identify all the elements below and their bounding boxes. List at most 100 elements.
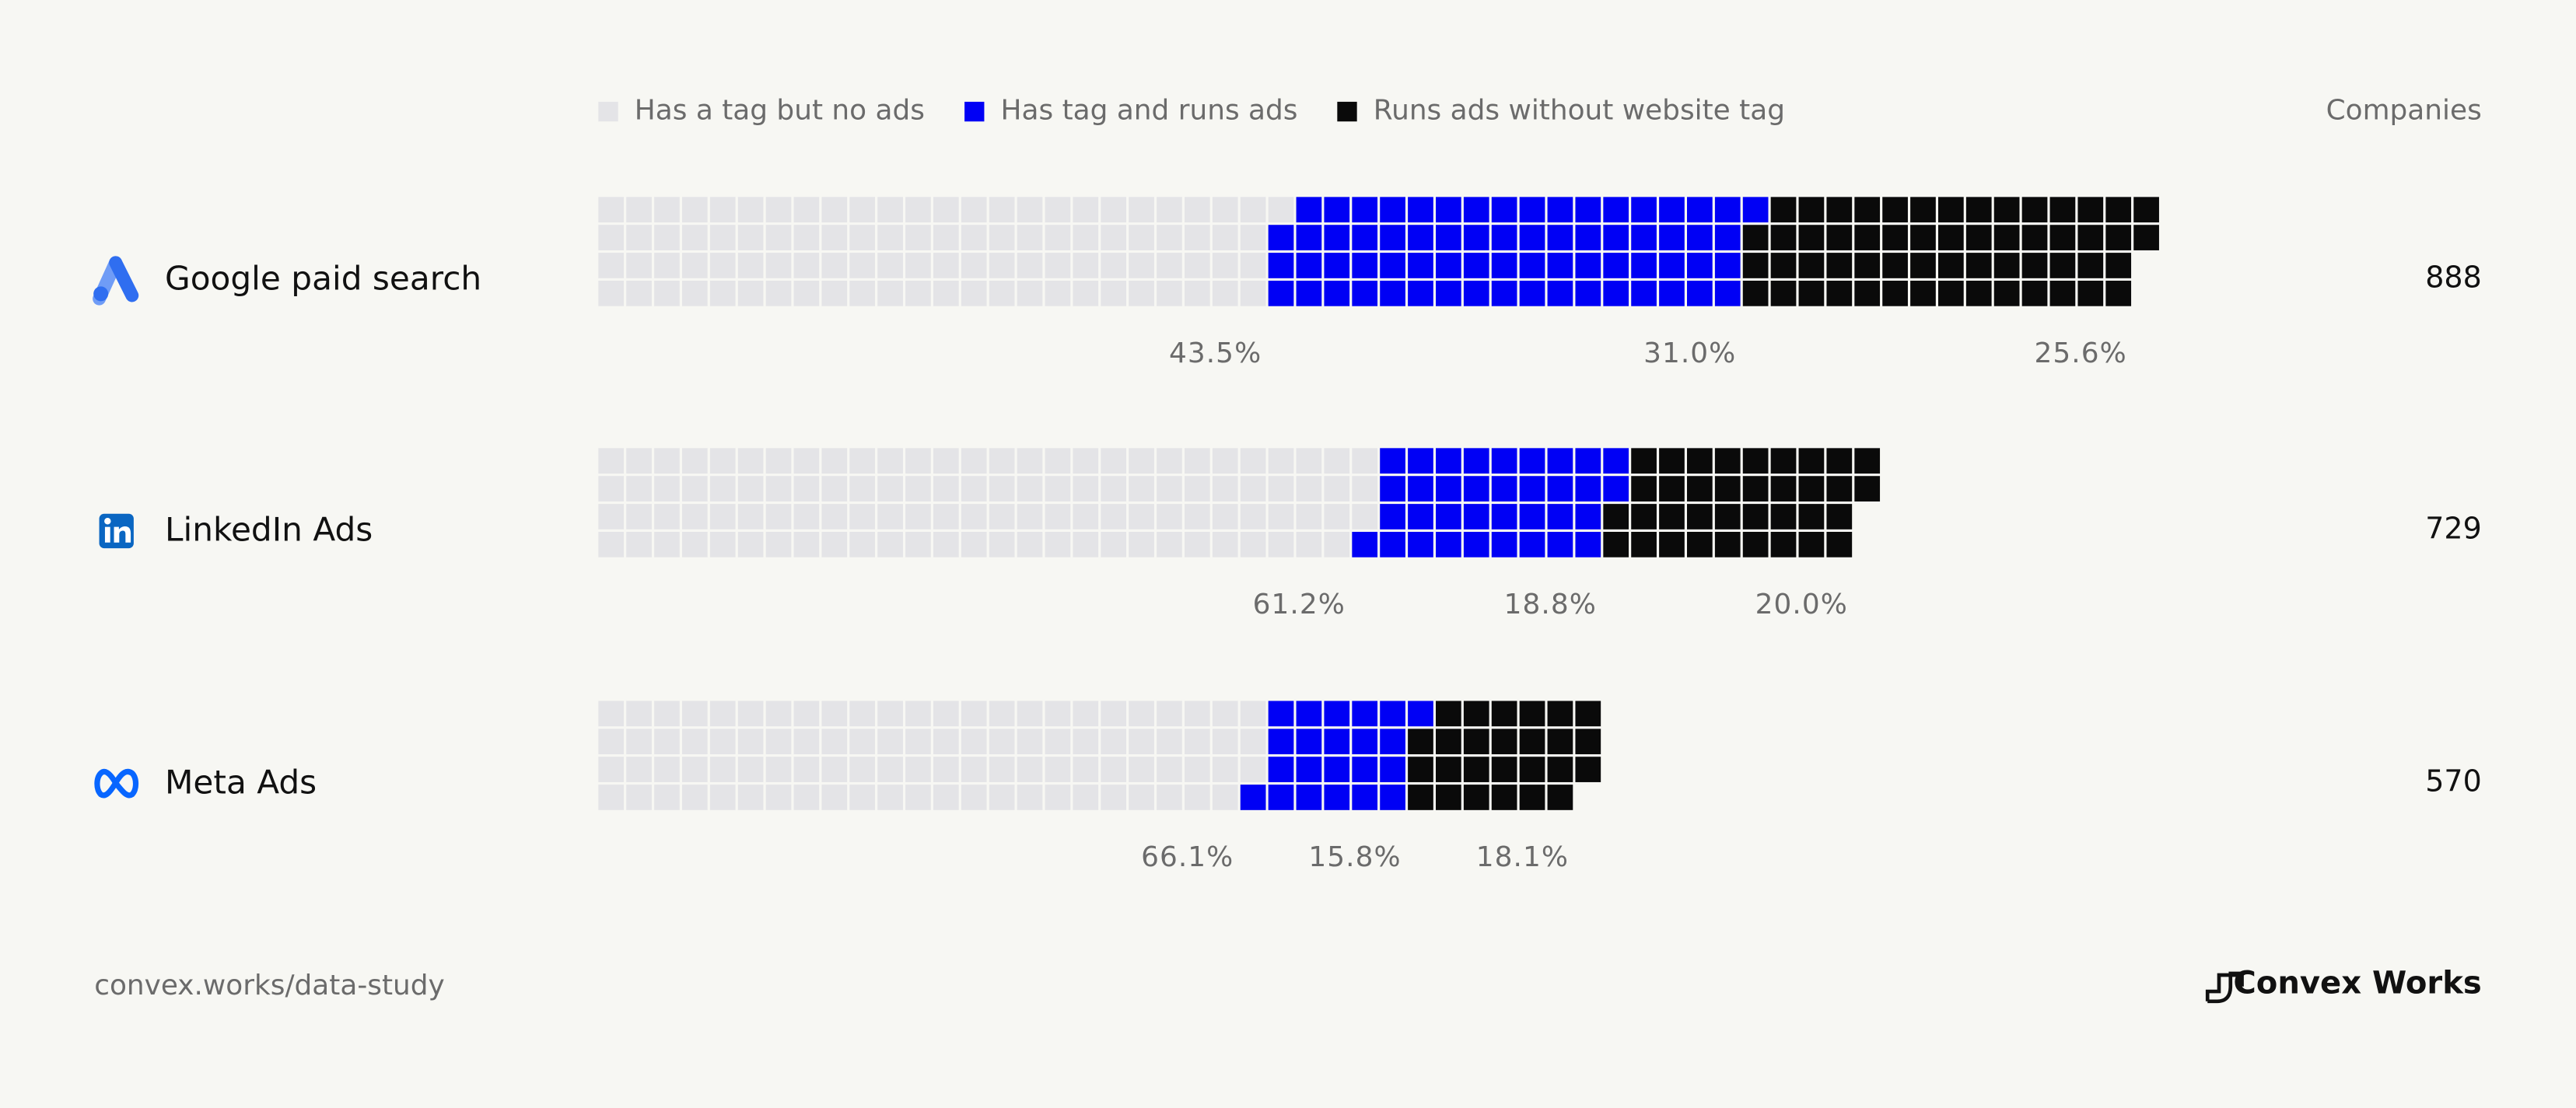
waffle-cell <box>1352 281 1378 306</box>
waffle-cell <box>1268 253 1294 278</box>
waffle-cell <box>1938 253 1964 278</box>
waffle-cell <box>849 701 876 727</box>
waffle-cell <box>933 225 959 250</box>
waffle-cell <box>1352 225 1378 250</box>
waffle-cell <box>709 225 736 250</box>
waffle-cell <box>1157 225 1182 250</box>
waffle-cell <box>1240 281 1266 306</box>
waffle-cell <box>1129 701 1154 727</box>
waffle-cell <box>1742 476 1769 502</box>
waffle-cell <box>1659 197 1685 223</box>
waffle-cell <box>1463 729 1489 755</box>
waffle-cell <box>1352 476 1378 502</box>
waffle-cell <box>654 757 680 782</box>
waffle-cell <box>1631 532 1657 557</box>
waffle-cell <box>1185 197 1210 223</box>
waffle-cell <box>1714 504 1741 530</box>
waffle-cell <box>1519 281 1545 306</box>
waffle-cell <box>877 532 903 557</box>
waffle-cell <box>961 532 987 557</box>
waffle-cell <box>1352 253 1378 278</box>
waffle-cell <box>1352 757 1378 782</box>
waffle-cell <box>933 757 959 782</box>
waffle-cell <box>961 281 987 306</box>
waffle-cell <box>961 701 987 727</box>
waffle-cell <box>793 785 820 810</box>
waffle-cell <box>793 448 820 474</box>
waffle-cell <box>1296 253 1322 278</box>
waffle-cell <box>654 253 680 278</box>
waffle-cell <box>1296 701 1322 727</box>
waffle-cell <box>933 701 959 727</box>
waffle-cell <box>1575 504 1601 530</box>
waffle-cell <box>821 253 848 278</box>
waffle-cell <box>1687 281 1713 306</box>
waffle-cell <box>682 253 708 278</box>
waffle-cell <box>626 448 652 474</box>
source: convex.works/data-study <box>94 970 445 1001</box>
waffle-cell <box>961 729 987 755</box>
waffle-cell <box>1575 701 1601 727</box>
waffle-cell <box>1212 197 1238 223</box>
waffle-cell <box>2021 197 2048 223</box>
waffle-cell <box>737 225 764 250</box>
waffle-cell <box>905 532 931 557</box>
waffle-cell <box>1770 197 1797 223</box>
waffle-cell <box>709 197 736 223</box>
waffle-cell <box>1965 281 1992 306</box>
waffle-cell <box>1212 281 1238 306</box>
waffle-cell <box>1463 281 1489 306</box>
waffle-cell <box>1742 225 1769 250</box>
waffle-cell <box>1101 785 1127 810</box>
waffle-cell <box>989 281 1015 306</box>
waffle-cell <box>1547 785 1573 810</box>
waffle-cell <box>1240 448 1266 474</box>
waffle-cell <box>1185 253 1210 278</box>
waffle-cell <box>2077 281 2104 306</box>
google-ads-icon <box>93 256 139 306</box>
waffle-cell <box>1798 476 1825 502</box>
waffle-cell <box>737 197 764 223</box>
waffle-cell <box>1101 729 1127 755</box>
waffle-cell <box>1185 281 1210 306</box>
waffle-cell <box>709 281 736 306</box>
waffle-cell <box>1129 729 1154 755</box>
waffle-cell <box>1212 757 1238 782</box>
waffle-cell <box>1631 253 1657 278</box>
waffle-cell <box>1073 701 1099 727</box>
waffle-cell <box>598 281 625 306</box>
waffle-cell <box>1826 281 1853 306</box>
waffle-cell <box>1714 532 1741 557</box>
waffle-cell <box>1798 253 1825 278</box>
waffle-cell <box>1519 476 1545 502</box>
waffle-cell <box>1436 729 1461 755</box>
waffle-cell <box>1798 532 1825 557</box>
waffle-cell <box>1491 701 1517 727</box>
waffle-cell <box>1463 225 1489 250</box>
category-label: Meta Ads <box>165 764 317 802</box>
waffle-cell <box>709 504 736 530</box>
legend-label: Has a tag but no ads <box>635 95 925 127</box>
waffle-cell <box>682 225 708 250</box>
waffle-cell <box>1296 476 1322 502</box>
waffle-cell <box>2049 281 2076 306</box>
waffle-cell <box>2049 253 2076 278</box>
waffle-cell <box>1882 225 1908 250</box>
waffle-cell <box>1380 476 1405 502</box>
waffle-cell <box>1659 253 1685 278</box>
waffle-cell <box>1045 757 1071 782</box>
waffle-cell <box>1826 476 1853 502</box>
waffle-cell <box>849 225 876 250</box>
waffle-cell <box>1157 785 1182 810</box>
waffle-cell <box>1575 448 1601 474</box>
waffle-cell <box>2077 197 2104 223</box>
waffle-cell <box>626 532 652 557</box>
waffle-cell <box>905 504 931 530</box>
waffle-cell <box>1519 701 1545 727</box>
waffle-cell <box>1352 729 1378 755</box>
waffle-cell <box>765 225 792 250</box>
waffle-cell <box>1073 729 1099 755</box>
waffle-cell <box>1519 197 1545 223</box>
waffle-cell <box>849 197 876 223</box>
waffle-cell <box>849 476 876 502</box>
